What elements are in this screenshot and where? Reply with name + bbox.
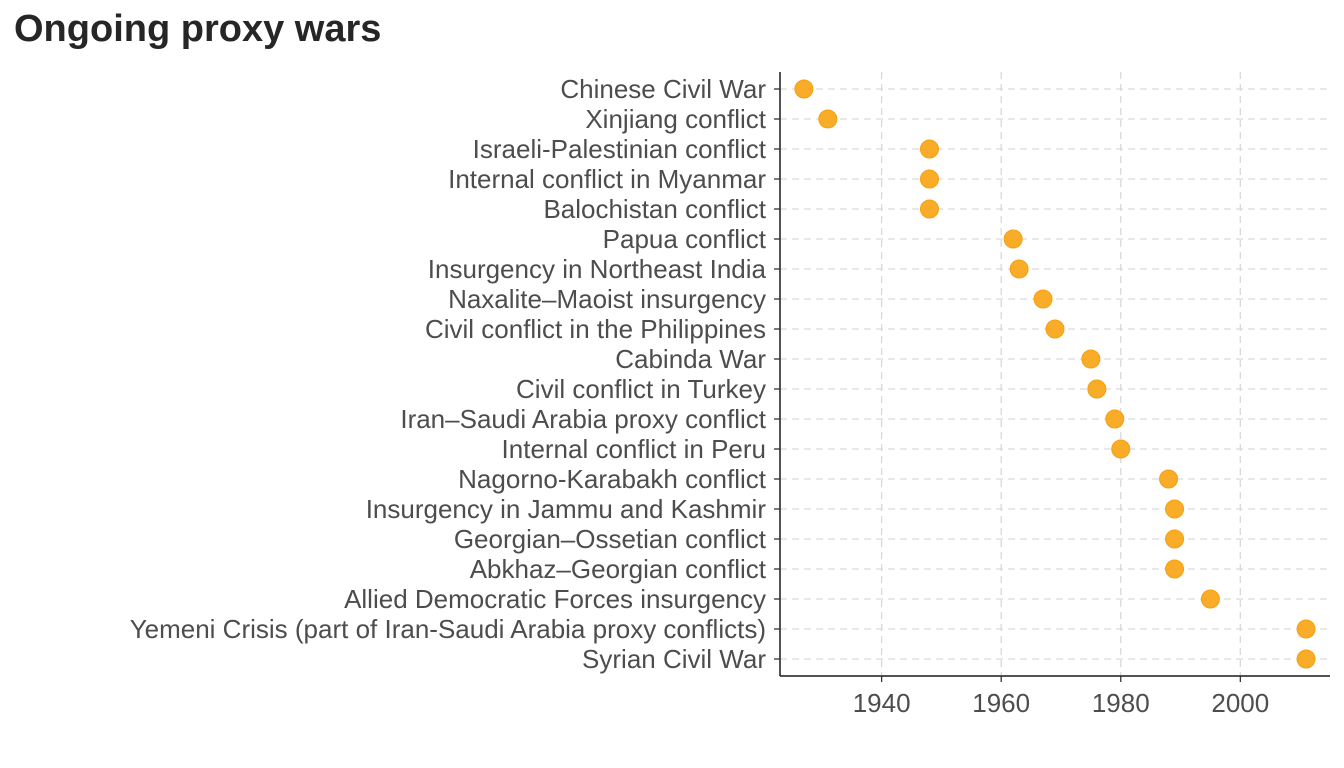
x-tick-label: 1980 xyxy=(1092,688,1150,718)
x-tick-label: 1940 xyxy=(853,688,911,718)
y-tick-label: Balochistan conflict xyxy=(543,194,766,224)
x-tick-label: 2000 xyxy=(1211,688,1269,718)
data-point xyxy=(1033,289,1053,309)
y-tick-label: Israeli-Palestinian conflict xyxy=(473,134,767,164)
y-tick-label: Syrian Civil War xyxy=(582,644,766,674)
data-point xyxy=(1003,229,1023,249)
axes xyxy=(774,72,1330,682)
data-point xyxy=(1165,529,1185,549)
data-point xyxy=(1165,559,1185,579)
data-point xyxy=(818,109,838,129)
y-tick-label: Abkhaz–Georgian conflict xyxy=(470,554,767,584)
x-axis-labels: 1940 1960 1980 2000 xyxy=(853,688,1270,718)
y-tick-label: Papua conflict xyxy=(603,224,767,254)
data-point xyxy=(919,199,939,219)
data-point xyxy=(1105,409,1125,429)
data-point xyxy=(1165,499,1185,519)
data-point xyxy=(919,169,939,189)
y-tick-label: Chinese Civil War xyxy=(560,74,766,104)
y-tick-label: Internal conflict in Myanmar xyxy=(448,164,766,194)
chart-title: Ongoing proxy wars xyxy=(14,8,382,50)
data-point xyxy=(1009,259,1029,279)
data-point xyxy=(1296,619,1316,639)
grid-lines xyxy=(780,72,1330,676)
data-point xyxy=(1200,589,1220,609)
data-point xyxy=(1045,319,1065,339)
data-point xyxy=(1081,349,1101,369)
y-tick-label: Civil conflict in the Philippines xyxy=(425,314,766,344)
data-point xyxy=(1296,649,1316,669)
data-point xyxy=(1111,439,1131,459)
data-point xyxy=(794,79,814,99)
y-tick-label: Cabinda War xyxy=(615,344,766,374)
y-tick-label: Civil conflict in Turkey xyxy=(516,374,766,404)
data-point xyxy=(1087,379,1107,399)
y-tick-label: Xinjiang conflict xyxy=(585,104,766,134)
y-tick-label: Insurgency in Jammu and Kashmir xyxy=(366,494,767,524)
y-tick-label: Insurgency in Northeast India xyxy=(428,254,767,284)
y-tick-label: Georgian–Ossetian conflict xyxy=(454,524,767,554)
data-point xyxy=(1159,469,1179,489)
y-tick-label: Iran–Saudi Arabia proxy conflict xyxy=(400,404,766,434)
y-tick-label: Nagorno-Karabakh conflict xyxy=(458,464,767,494)
x-tick-label: 1960 xyxy=(972,688,1030,718)
y-tick-label: Allied Democratic Forces insurgency xyxy=(344,584,766,614)
data-point xyxy=(919,139,939,159)
y-tick-label: Yemeni Crisis (part of Iran-Saudi Arabia… xyxy=(130,614,766,644)
data-points xyxy=(794,79,1316,669)
y-tick-label: Internal conflict in Peru xyxy=(502,434,766,464)
y-tick-label: Naxalite–Maoist insurgency xyxy=(448,284,766,314)
